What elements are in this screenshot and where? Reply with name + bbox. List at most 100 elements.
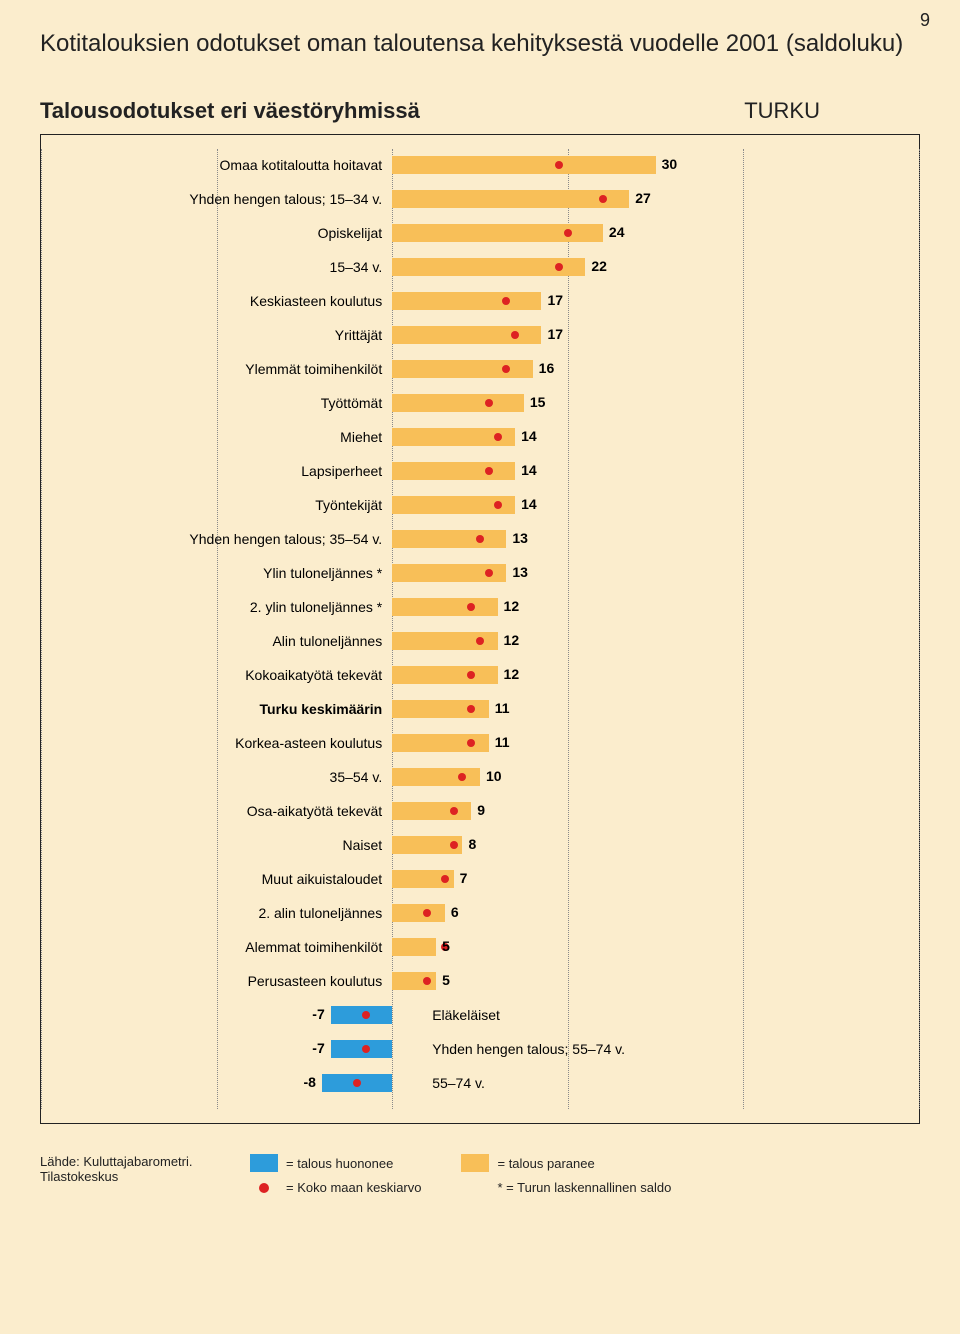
value-label: 14 (521, 496, 537, 512)
row-label: Alin tuloneljännes (272, 633, 392, 649)
mean-dot (564, 229, 572, 237)
row-label: Korkea-asteen koulutus (235, 735, 392, 751)
value-label: -8 (304, 1074, 316, 1090)
mean-dot (476, 637, 484, 645)
value-label: 9 (477, 802, 485, 818)
row-label: 35–54 v. (330, 769, 393, 785)
mean-dot (476, 535, 484, 543)
value-label: 14 (521, 462, 537, 478)
bar (392, 904, 445, 922)
value-label: 14 (521, 428, 537, 444)
mean-dot (494, 433, 502, 441)
row-label: Opiskelijat (318, 225, 393, 241)
bar (392, 802, 471, 820)
chart-row: Perusasteen koulutus5 (41, 969, 919, 993)
legend-neg-label: = talous huononee (286, 1156, 393, 1171)
title-paren: (saldoluku) (786, 30, 903, 57)
chart-row: Naiset 8 (41, 833, 919, 857)
chart-row: Osa-aikatyötä tekevät9 (41, 799, 919, 823)
value-label: 13 (512, 530, 528, 546)
chart-row: Ylin tuloneljännes * 13 (41, 561, 919, 585)
mean-dot (555, 263, 563, 271)
bar (392, 530, 506, 548)
gridline (919, 149, 920, 1109)
chart-row: Omaa kotitaloutta hoitavat 30 (41, 153, 919, 177)
chart-row: Yhden hengen talous; 35–54 v. 13 (41, 527, 919, 551)
bar (392, 462, 515, 480)
row-label: Muut aikuistaloudet (262, 871, 393, 887)
legend-dot: = Koko maan keskiarvo (250, 1180, 421, 1195)
chart-row: 55–74 v.-8 (41, 1071, 919, 1095)
row-label: Yhden hengen talous; 55–74 v. (392, 1041, 625, 1057)
chart-plot: Omaa kotitaloutta hoitavat 30 Yhden hengen… (41, 149, 919, 1109)
mean-dot (362, 1045, 370, 1053)
value-label: 15 (530, 394, 546, 410)
mean-dot (353, 1079, 361, 1087)
mean-dot (458, 773, 466, 781)
chart-row: Turku keskimäärin11 (41, 697, 919, 721)
mean-dot (467, 739, 475, 747)
bar (392, 666, 497, 684)
mean-dot (555, 161, 563, 169)
row-label: Kokoaikatyötä tekevät (245, 667, 392, 683)
chart-row: Muut aikuistaloudet7 (41, 867, 919, 891)
row-label: Yhden hengen talous; 15–34 v. (189, 191, 392, 207)
value-label: 12 (504, 598, 520, 614)
chart-row: Opiskelijat24 (41, 221, 919, 245)
city-label: TURKU (744, 98, 820, 124)
row-label: Eläkeläiset (392, 1007, 500, 1023)
chart-row: Kokoaikatyötä tekevät 12 (41, 663, 919, 687)
chart-row: Työntekijät14 (41, 493, 919, 517)
row-label: Omaa kotitaloutta hoitavat (220, 157, 393, 173)
value-label: 6 (451, 904, 459, 920)
legend-col-1: = talous huononee = Koko maan keskiarvo (250, 1154, 421, 1195)
source-text: Lähde: Kuluttajabarometri. Tilastokeskus (40, 1154, 210, 1195)
mean-dot (494, 501, 502, 509)
row-label: Perusasteen koulutus (248, 973, 393, 989)
bar (392, 394, 524, 412)
value-label: 27 (635, 190, 651, 206)
value-label: 12 (504, 632, 520, 648)
row-label: Yrittäjät (335, 327, 392, 343)
page-title: Kotitalouksien odotukset oman taloutensa… (40, 30, 920, 58)
mean-dot (467, 705, 475, 713)
chart-row: Korkea-asteen koulutus11 (41, 731, 919, 755)
chart-row: 35–54 v. 10 (41, 765, 919, 789)
mean-dot (502, 297, 510, 305)
swatch-neg (250, 1154, 278, 1172)
bar (392, 768, 480, 786)
chart-row: Eläkeläiset-7 (41, 1003, 919, 1027)
mean-dot (467, 671, 475, 679)
swatch-pos (461, 1154, 489, 1172)
bar (392, 156, 655, 174)
value-label: 10 (486, 768, 502, 784)
value-label: 12 (504, 666, 520, 682)
mean-dot (485, 399, 493, 407)
mean-dot (599, 195, 607, 203)
row-label: Yhden hengen talous; 35–54 v. (189, 531, 392, 547)
value-label: 8 (468, 836, 476, 852)
chart-row: Yhden hengen talous; 15–34 v. 27 (41, 187, 919, 211)
legend-pos: = talous paranee (461, 1154, 671, 1172)
mean-dot (441, 875, 449, 883)
legend-star-label: * = Turun laskennallinen saldo (497, 1180, 671, 1195)
row-label: Naiset (343, 837, 393, 853)
mean-dot (511, 331, 519, 339)
bar (392, 938, 436, 956)
mean-dot (485, 467, 493, 475)
row-label: Lapsiperheet (301, 463, 392, 479)
value-label: 30 (662, 156, 678, 172)
legend-star: * = Turun laskennallinen saldo (461, 1180, 671, 1195)
row-label: Ylin tuloneljännes * (263, 565, 392, 581)
value-label: 11 (495, 700, 510, 716)
legend-dot-label: = Koko maan keskiarvo (286, 1180, 421, 1195)
row-label: Alemmat toimihenkilöt (245, 939, 392, 955)
chart-row: Lapsiperheet 14 (41, 459, 919, 483)
chart-subtitle: Talousodotukset eri väestöryhmissä (40, 98, 420, 124)
value-label: 13 (512, 564, 528, 580)
value-label: 22 (591, 258, 607, 274)
chart-row: Alin tuloneljännes 12 (41, 629, 919, 653)
bar (392, 360, 532, 378)
value-label: 5 (442, 938, 450, 954)
row-label: 2. alin tuloneljännes (258, 905, 392, 921)
